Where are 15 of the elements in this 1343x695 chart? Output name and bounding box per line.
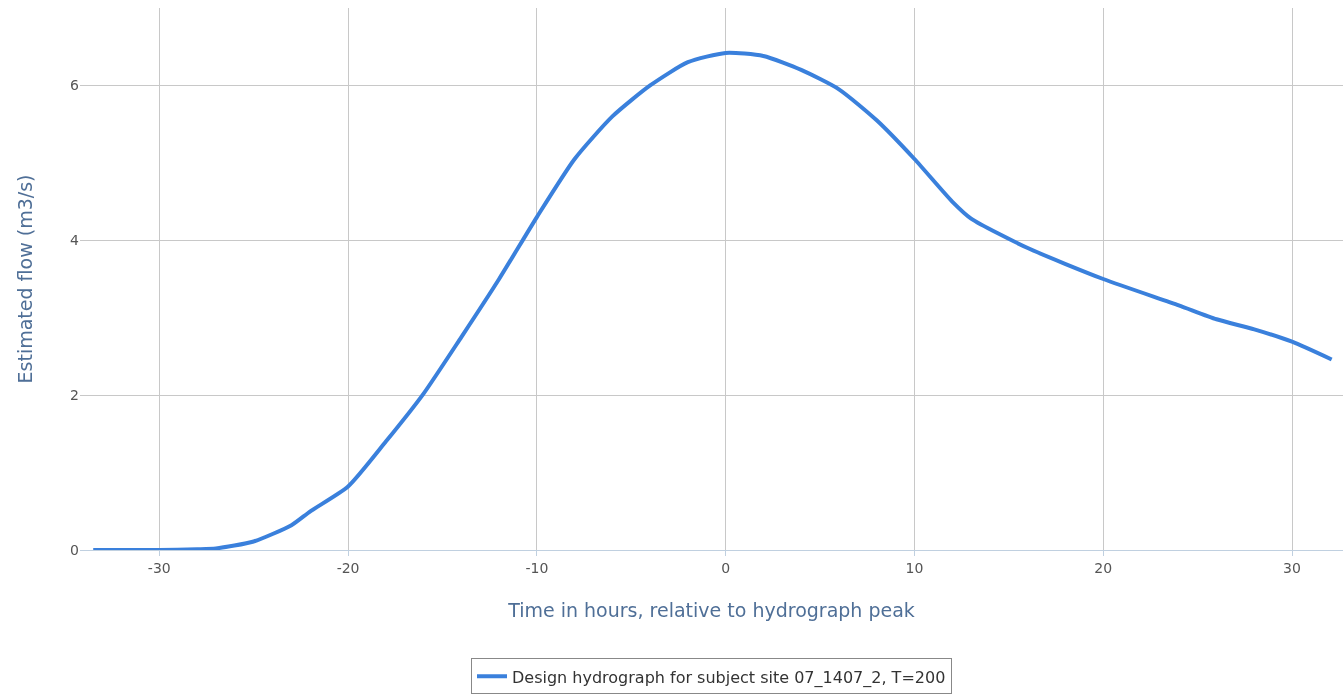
x-tick-label: -20 [336,559,360,576]
line-series [91,50,1334,550]
y-tick-label: 4 [70,232,80,249]
y-tick-label: 2 [70,387,79,404]
x-axis-title: Time in hours, relative to hydrograph peak [507,599,915,621]
x-tick-label: 0 [721,559,731,576]
y-axis-title: Estimated flow (m3/s) [14,174,36,384]
x-tick-label: -10 [525,559,549,576]
x-tick-label: 20 [1094,559,1113,576]
y-tick-label: 6 [70,77,80,94]
x-tick-label: 30 [1283,559,1301,576]
legend-label: Design hydrograph for subject site 07_1407_2, T=200 [512,667,946,688]
x-tick-label: -30 [147,559,171,576]
y-tick-label: 0 [70,541,79,558]
x-tick-label: 10 [905,559,924,576]
